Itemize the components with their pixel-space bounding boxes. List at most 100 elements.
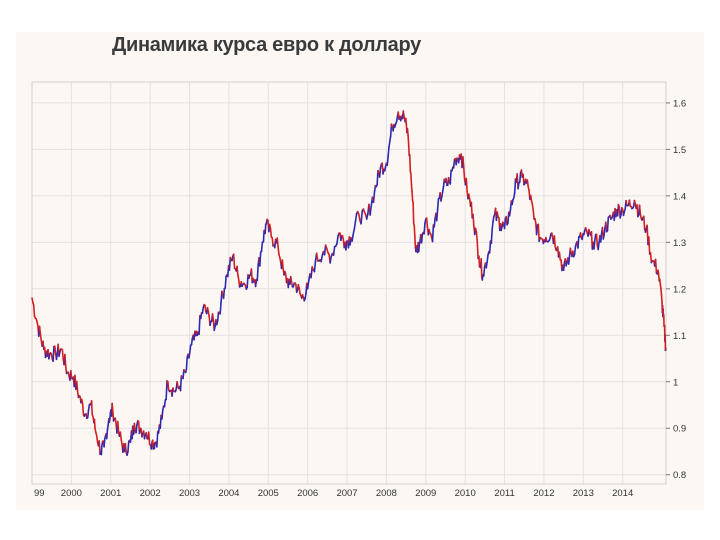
- line-segment: [207, 310, 211, 318]
- y-tick-label: 1.6: [673, 98, 686, 109]
- line-segment: [449, 169, 452, 185]
- line-segment: [52, 345, 55, 362]
- line-segment: [581, 232, 584, 241]
- line-segment: [86, 409, 90, 419]
- line-segment: [660, 287, 663, 296]
- line-segment: [237, 278, 241, 288]
- line-segment: [345, 240, 348, 251]
- line-segment: [124, 442, 128, 454]
- line-segment: [411, 190, 414, 202]
- line-segment: [354, 212, 358, 223]
- y-axis-ticks: 0.8 0.9 1 1.1 1.2 1.3 1.4 1.5 1.6: [666, 98, 686, 481]
- line-segment: [315, 252, 319, 262]
- line-segment: [254, 278, 258, 288]
- x-tick-label: 2002: [140, 488, 161, 499]
- line-segment: [188, 351, 191, 359]
- line-segment: [111, 402, 114, 411]
- line-segment: [145, 432, 148, 440]
- line-segment: [407, 134, 410, 145]
- y-tick-label: 1.5: [673, 145, 686, 156]
- line-segment: [425, 217, 429, 229]
- line-segment: [597, 241, 600, 251]
- line-segment: [508, 209, 512, 217]
- line-segment: [176, 380, 179, 389]
- line-segment: [636, 204, 639, 218]
- line-segment: [558, 251, 562, 261]
- x-tick-label: 2004: [218, 488, 239, 499]
- line-segment: [535, 224, 539, 236]
- line-segment: [352, 228, 356, 236]
- line-segment: [526, 179, 529, 188]
- exchange-rate-line: [31, 110, 667, 457]
- line-segment: [236, 265, 239, 276]
- line-segment: [441, 185, 445, 193]
- line-segment: [472, 213, 475, 228]
- line-segment: [310, 266, 313, 279]
- line-segment: [388, 140, 391, 149]
- line-segment: [417, 243, 421, 253]
- line-segment: [351, 233, 355, 242]
- line-segment: [387, 146, 390, 158]
- line-segment: [420, 233, 424, 244]
- line-segment: [369, 205, 373, 216]
- line-segment: [109, 411, 112, 419]
- line-segment: [517, 182, 520, 190]
- line-segment: [156, 430, 159, 448]
- line-segment: [638, 204, 642, 216]
- y-tick-label: 0.9: [673, 424, 686, 435]
- y-tick-label: 1.1: [673, 331, 686, 342]
- line-segment: [75, 380, 79, 392]
- line-segment: [388, 135, 392, 143]
- line-segment: [660, 294, 663, 304]
- line-segment: [654, 258, 658, 274]
- line-segment: [39, 333, 43, 342]
- x-tick-label: 2010: [455, 488, 476, 499]
- line-segment: [594, 233, 597, 241]
- line-segment: [87, 403, 91, 412]
- line-segment: [306, 279, 310, 290]
- line-segment: [93, 418, 96, 430]
- line-segment: [167, 380, 170, 391]
- x-tick-label: 2011: [494, 488, 514, 499]
- line-segment: [116, 420, 120, 434]
- line-segment: [256, 264, 259, 282]
- line-segment: [376, 169, 379, 186]
- line-segment: [228, 256, 232, 271]
- line-segment: [595, 233, 599, 247]
- x-tick-label: 2008: [376, 488, 397, 499]
- line-segment: [48, 353, 51, 360]
- line-segment: [53, 345, 57, 355]
- line-segment: [389, 123, 393, 138]
- line-segment: [264, 223, 267, 235]
- line-segment: [480, 257, 483, 279]
- line-segment: [332, 245, 336, 257]
- line-segment: [445, 177, 448, 187]
- line-segment: [204, 304, 207, 313]
- line-segment: [431, 224, 435, 243]
- chart-title: Динамика курса евро к доллару: [112, 34, 421, 56]
- line-segment: [298, 287, 301, 295]
- line-segment: [628, 199, 632, 208]
- line-segment: [569, 247, 573, 254]
- line-segment: [260, 241, 264, 253]
- line-segment: [476, 241, 479, 260]
- line-segment: [486, 254, 489, 264]
- line-segment: [465, 177, 468, 193]
- line-segment: [127, 440, 130, 453]
- line-segment: [32, 304, 36, 318]
- line-segment: [478, 255, 481, 268]
- line-segment: [423, 222, 426, 235]
- line-segment: [135, 424, 138, 434]
- line-segment: [531, 203, 535, 212]
- line-segment: [599, 232, 603, 243]
- line-segment: [38, 325, 42, 336]
- line-segment: [407, 143, 410, 157]
- line-segment: [518, 172, 522, 184]
- line-segment: [468, 193, 471, 200]
- line-segment: [433, 217, 436, 228]
- line-segment: [81, 403, 85, 416]
- x-tick-label: 2009: [415, 488, 436, 499]
- line-segment: [64, 365, 68, 375]
- line-segment: [129, 436, 132, 443]
- line-segment: [503, 217, 507, 230]
